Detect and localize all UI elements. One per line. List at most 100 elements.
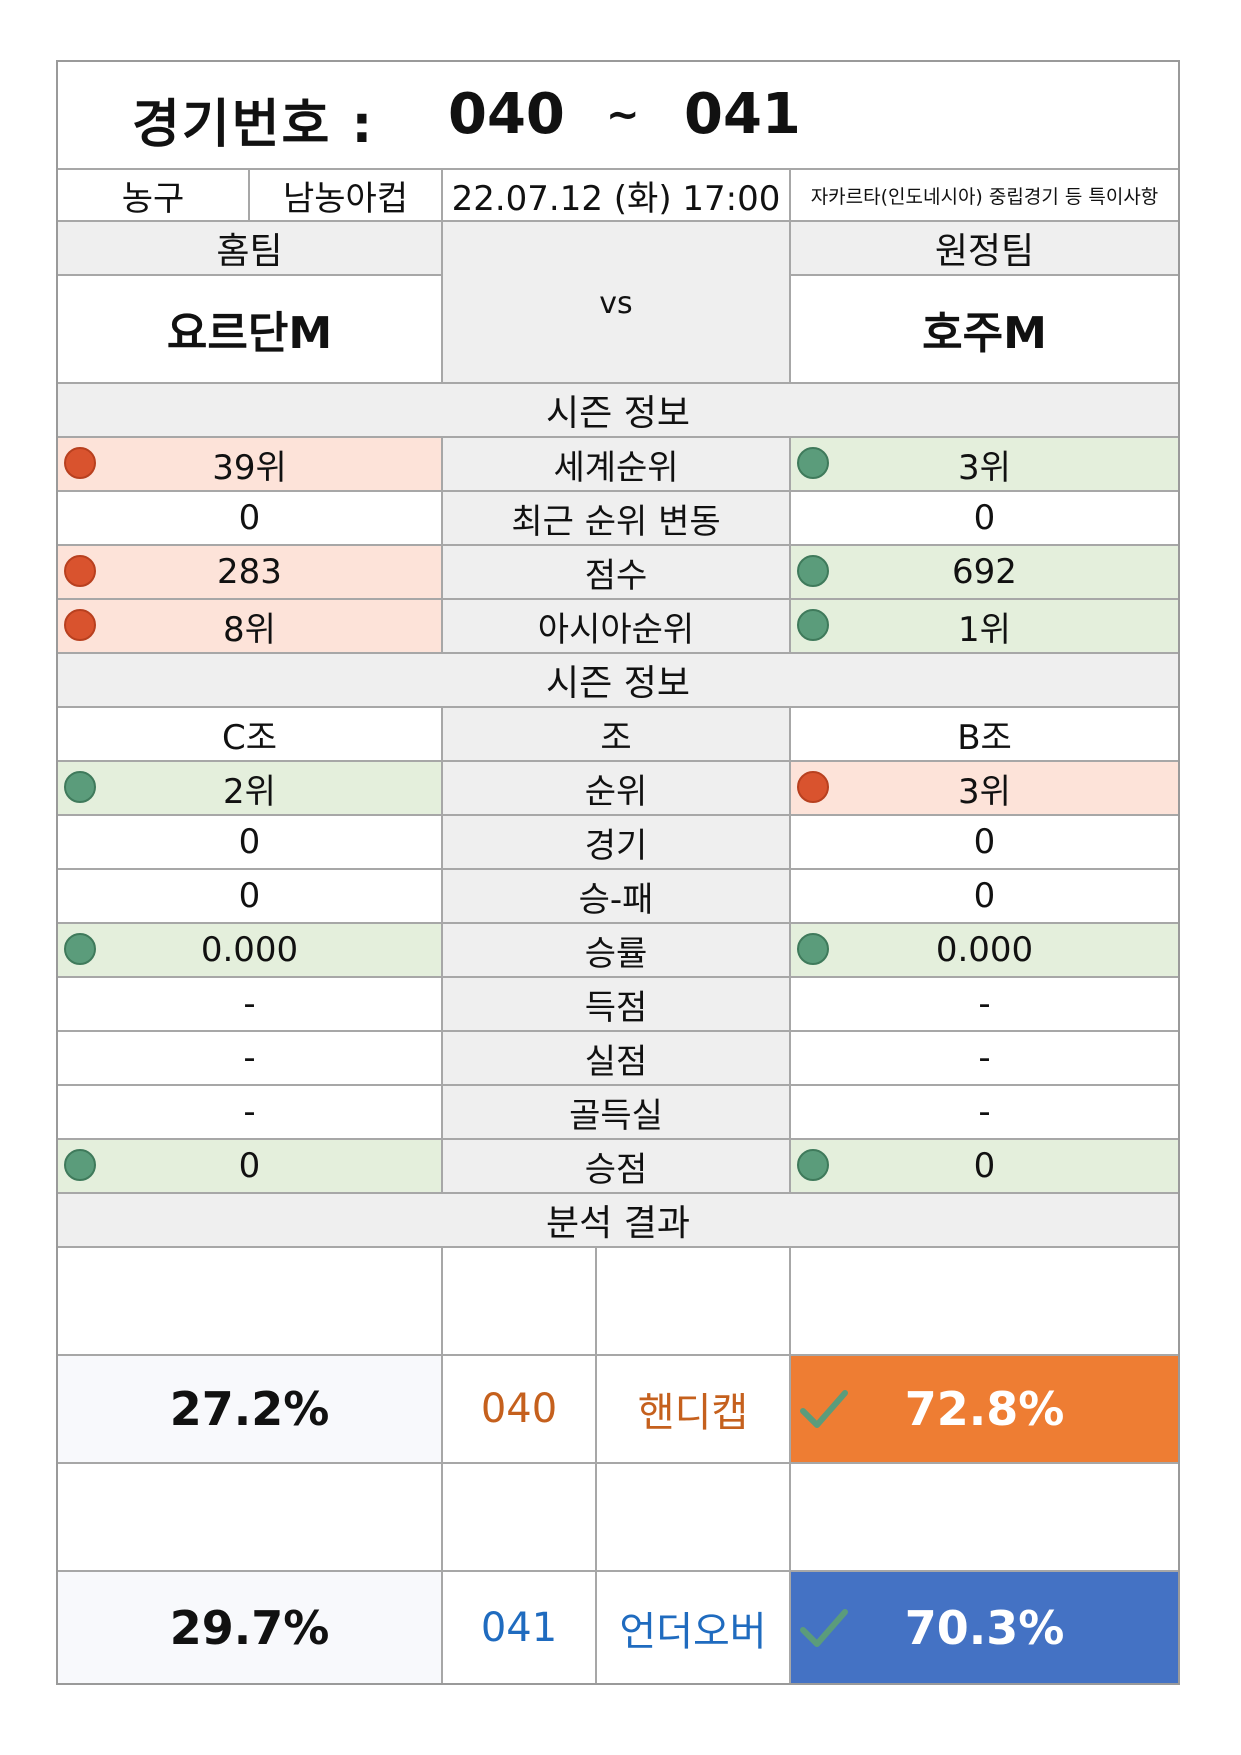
- s2-row7-away: -: [791, 1086, 1178, 1140]
- red-indicator-icon: [64, 609, 96, 641]
- s2-row6-away-value: -: [978, 1038, 991, 1078]
- away-team-name-cell: 호주M: [791, 276, 1178, 384]
- section2-title-cell: 시즌 정보: [58, 654, 1178, 708]
- away-team-label: 원정팀: [934, 231, 1035, 272]
- s2-row0-away: B조: [791, 708, 1178, 762]
- analysis-row0-game-no-text: 040: [480, 1386, 558, 1432]
- s2-row0-label-text: 조: [600, 717, 632, 758]
- analysis-spacer-type-1: [597, 1248, 791, 1356]
- analysis-spacer-away-2: [791, 1464, 1178, 1572]
- sport-cell: 농구: [58, 170, 250, 222]
- s2-row4-label-text: 승률: [584, 933, 648, 974]
- green-indicator-icon: [797, 555, 829, 587]
- vs-text: vs: [599, 286, 633, 321]
- s1-row3-home-value: 8위: [223, 609, 276, 650]
- s2-row1-away: 3위: [791, 762, 1178, 816]
- s2-row3-label: 승-패: [443, 870, 791, 924]
- home-team-label: 홈팀: [216, 231, 283, 272]
- green-indicator-icon: [64, 933, 96, 965]
- s1-row1-label-text: 최근 순위 변동: [511, 501, 721, 542]
- analysis-row1-game-no: 041: [443, 1572, 597, 1683]
- analysis-spacer-type-2: [597, 1464, 791, 1572]
- s2-row4-home: 0.000: [58, 924, 443, 978]
- analysis-row0-type-text: 핸디캡: [637, 1390, 749, 1436]
- analysis-row1-type: 언더오버: [597, 1572, 791, 1683]
- s2-row2-label-text: 경기: [584, 825, 648, 866]
- away-team-label-cell: 원정팀: [791, 222, 1178, 276]
- match-number-tilde: ~: [606, 92, 640, 138]
- s2-row6-home: -: [58, 1032, 443, 1086]
- green-indicator-icon: [797, 609, 829, 641]
- s1-row0-away-value: 3위: [958, 447, 1011, 488]
- analysis-spacer-no-2: [443, 1464, 597, 1572]
- s1-row1-away-value: 0: [973, 498, 996, 538]
- analysis-row0-game-no: 040: [443, 1356, 597, 1464]
- analysis-row0-away: 72.8%: [791, 1356, 1178, 1464]
- section2-title: 시즌 정보: [546, 663, 690, 704]
- s1-row1-away: 0: [791, 492, 1178, 546]
- s2-row3-away-value: 0: [973, 876, 996, 916]
- datetime-cell: 22.07.12 (화) 17:00: [443, 170, 791, 222]
- vs-cell: vs: [443, 222, 791, 384]
- match-number-from: 040: [448, 82, 565, 147]
- red-indicator-icon: [64, 555, 96, 587]
- s2-row1-away-value: 3위: [958, 771, 1011, 812]
- s1-row3-away-value: 1위: [958, 609, 1011, 650]
- s2-row3-home-value: 0: [238, 876, 261, 916]
- s1-row2-away: 692: [791, 546, 1178, 600]
- s2-row0-home: C조: [58, 708, 443, 762]
- s2-row7-home: -: [58, 1086, 443, 1140]
- s2-row2-away: 0: [791, 816, 1178, 870]
- s2-row8-label-text: 승점: [584, 1149, 648, 1190]
- s2-row2-away-value: 0: [973, 822, 996, 862]
- s2-row3-home: 0: [58, 870, 443, 924]
- s1-row3-label-text: 아시아순위: [537, 609, 695, 650]
- s2-row5-label: 득점: [443, 978, 791, 1032]
- s2-row5-label-text: 득점: [584, 987, 648, 1028]
- s2-row3-label-text: 승-패: [578, 879, 654, 920]
- s2-row6-label-text: 실점: [584, 1041, 648, 1082]
- analysis-row0-type: 핸디캡: [597, 1356, 791, 1464]
- s2-row0-home-value: C조: [221, 717, 278, 758]
- s2-row7-away-value: -: [978, 1092, 991, 1132]
- green-indicator-icon: [64, 771, 96, 803]
- s1-row1-home-value: 0: [238, 498, 261, 538]
- s2-row4-away: 0.000: [791, 924, 1178, 978]
- s1-row2-home-value: 283: [217, 552, 282, 592]
- green-indicator-icon: [797, 1149, 829, 1181]
- s2-row0-away-value: B조: [957, 717, 1012, 758]
- datetime-text: 22.07.12 (화) 17:00: [451, 178, 781, 219]
- s2-row6-away: -: [791, 1032, 1178, 1086]
- s2-row5-home-value: -: [243, 984, 256, 1024]
- s1-row1-home: 0: [58, 492, 443, 546]
- note-cell: 자카르타(인도네시아) 중립경기 등 특이사항: [791, 170, 1178, 222]
- s2-row2-label: 경기: [443, 816, 791, 870]
- home-team-name-cell: 요르단M: [58, 276, 443, 384]
- s1-row2-label: 점수: [443, 546, 791, 600]
- match-sheet: 경기번호 : 040 ~ 041 농구 남농아컵 22.07.12 (화) 17…: [56, 60, 1180, 1685]
- green-indicator-icon: [64, 1149, 96, 1181]
- s1-row1-label: 최근 순위 변동: [443, 492, 791, 546]
- analysis-spacer-home-2: [58, 1464, 443, 1572]
- s2-row1-label: 순위: [443, 762, 791, 816]
- analysis-row0-home-pct: 27.2%: [169, 1382, 330, 1436]
- home-team-name: 요르단M: [166, 308, 333, 359]
- red-indicator-icon: [797, 771, 829, 803]
- s1-row2-label-text: 점수: [584, 555, 648, 596]
- s2-row8-label: 승점: [443, 1140, 791, 1194]
- s2-row2-home: 0: [58, 816, 443, 870]
- s1-row3-home: 8위: [58, 600, 443, 654]
- s2-row1-label-text: 순위: [584, 771, 648, 812]
- analysis-row0-away-pct: 72.8%: [904, 1382, 1065, 1436]
- s1-row3-label: 아시아순위: [443, 600, 791, 654]
- analysis-row1-home-pct: 29.7%: [169, 1600, 330, 1655]
- s2-row5-home: -: [58, 978, 443, 1032]
- s2-row4-home-value: 0.000: [200, 930, 299, 970]
- analysis-spacer-away-1: [791, 1248, 1178, 1356]
- analysis-title: 분석 결과: [546, 1203, 690, 1244]
- s1-row0-label-text: 세계순위: [553, 447, 679, 488]
- s1-row0-home: 39위: [58, 438, 443, 492]
- s2-row8-home-value: 0: [238, 1146, 261, 1186]
- s2-row4-label: 승률: [443, 924, 791, 978]
- analysis-row0-home: 27.2%: [58, 1356, 443, 1464]
